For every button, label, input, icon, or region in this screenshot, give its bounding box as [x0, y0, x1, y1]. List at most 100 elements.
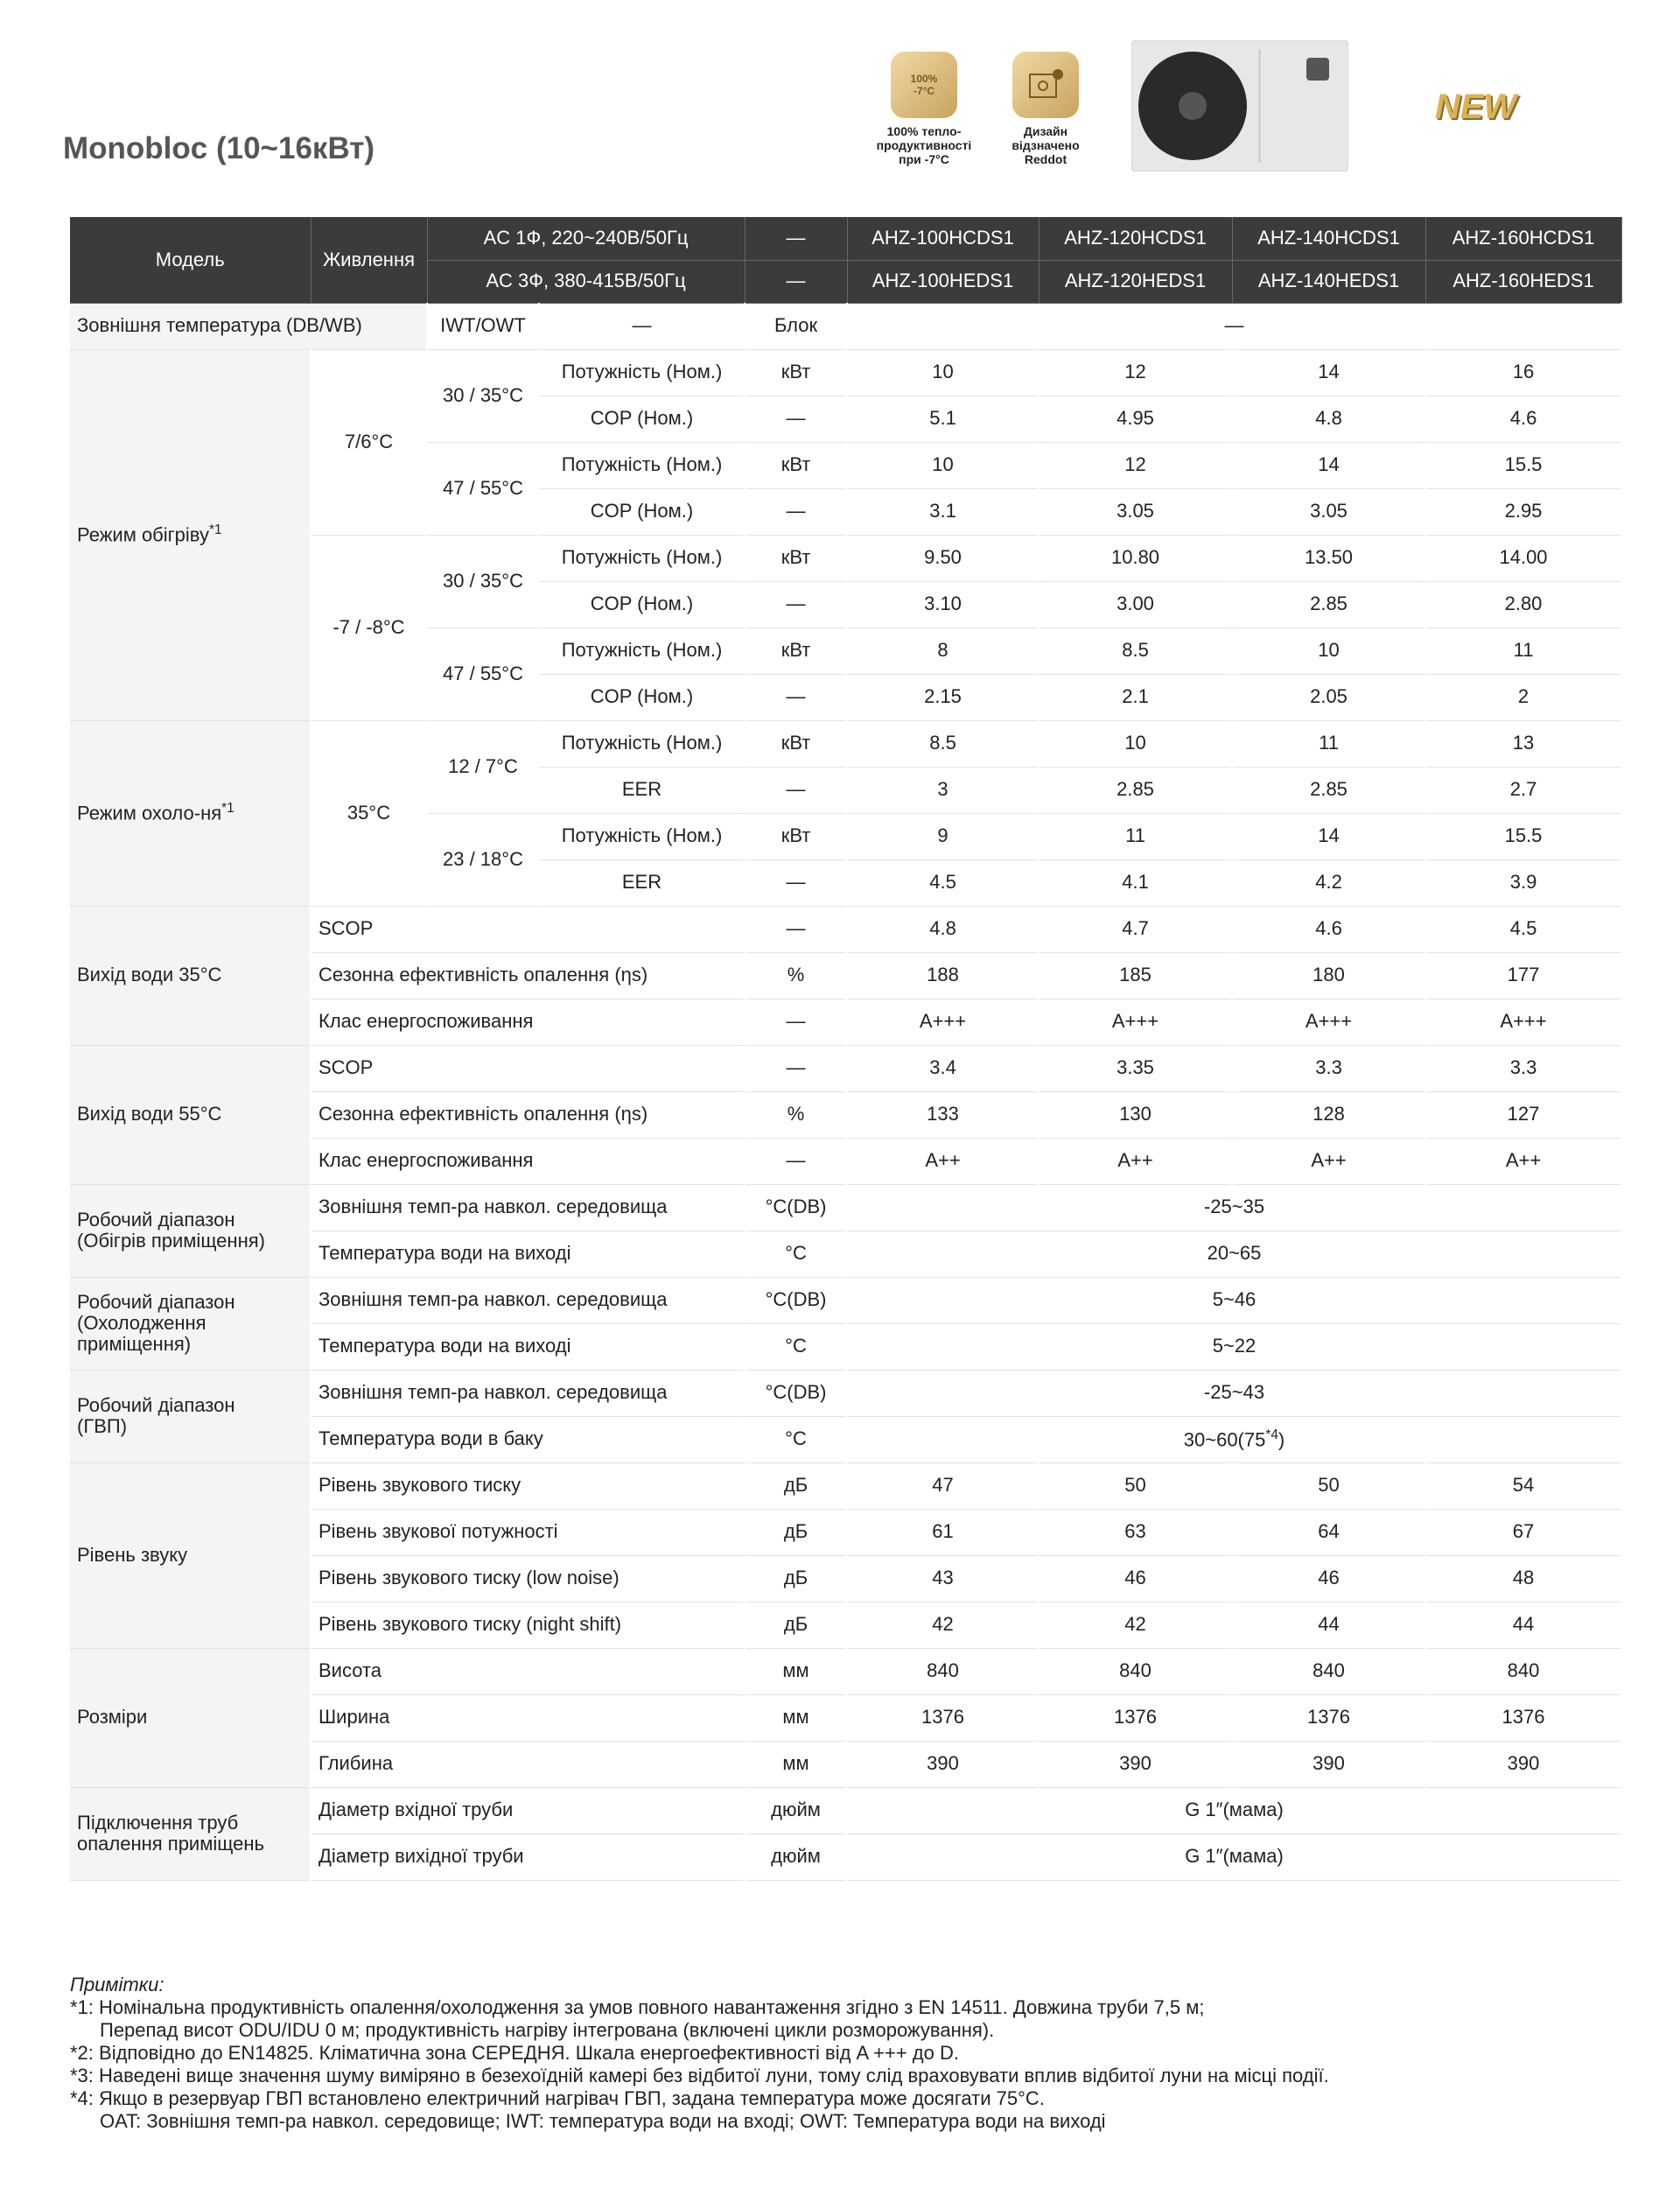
table-cell: %	[745, 952, 849, 999]
footnote-ref: *1	[209, 522, 222, 538]
note-line: OAT: Зовнішня темп-ра навкол. середовище…	[100, 2110, 1106, 2132]
notes: Примітки: *1: Номінальна продуктивність о…	[70, 1974, 1329, 2133]
table-cell: G 1″(мама)	[847, 1834, 1623, 1881]
table-cell: 3.00	[1039, 581, 1234, 628]
table-cell: 30~60(75*4)	[847, 1416, 1623, 1463]
table-cell: COP (Ном.)	[539, 396, 746, 443]
table-cell: °C(DB)	[745, 1370, 849, 1417]
cell-text: Режим обігріву	[77, 523, 210, 546]
table-cell: 13.50	[1232, 535, 1427, 582]
table-row: COP (Ном.) —3.1 3.05 3.05 2.95	[70, 488, 1623, 536]
table-cell: Розміри	[70, 1648, 312, 1788]
table-row: COP (Ном.) —2.15 2.1 2.05 2	[70, 674, 1623, 721]
table-cell: 390	[1039, 1741, 1234, 1788]
table-cell: —	[745, 217, 848, 261]
table-row: 47 / 55°C Потужність (Ном.) кВт 8 8.5 10 11	[70, 628, 1623, 721]
table-row: Рівень звуку Рівень звукового тиску дБ 47 50…	[70, 1462, 1623, 1649]
table-cell: A+++	[1039, 999, 1234, 1046]
table-cell: 50	[1232, 1462, 1427, 1510]
table-cell: 11	[1039, 813, 1234, 860]
table-cell: 3.05	[1039, 488, 1234, 536]
table-cell: кВт	[745, 349, 849, 396]
note-line: *1: Номінальна продуктивність опалення/о…	[70, 1996, 1205, 2018]
table-cell: SCOP	[311, 906, 746, 953]
table-cell: 46	[1232, 1555, 1427, 1602]
table-cell: 4.8	[847, 906, 1040, 953]
table-cell: A++	[1232, 1138, 1427, 1185]
table-cell: 63	[1039, 1509, 1234, 1556]
table-cell: 840	[1425, 1648, 1623, 1695]
table-cell: Зовнішня темп-ра навкол. середовища	[311, 1277, 746, 1324]
table-row: Робочий діапазон (Охолодження приміщення…	[70, 1277, 1623, 1371]
table-cell: -25~35	[847, 1184, 1623, 1231]
table-cell: 44	[1232, 1602, 1427, 1649]
table-cell: 8	[847, 628, 1040, 675]
table-cell: Модель	[70, 217, 312, 304]
table-cell: 1376	[1039, 1694, 1234, 1742]
table-cell: 42	[847, 1602, 1040, 1649]
table-row: Підключення труб опалення приміщень Діаме…	[70, 1787, 1623, 1881]
table-cell: Температура води на виході	[311, 1231, 746, 1278]
table-cell: 3.10	[847, 581, 1040, 628]
table-cell: кВт	[745, 720, 849, 768]
table-cell: 390	[1232, 1741, 1427, 1788]
table-cell: AHZ-160HCDS1	[1425, 217, 1622, 261]
table-row: AC 3Ф, 380-415В/50Гц — AHZ-100HEDS1 AHZ-120…	[70, 260, 1622, 304]
table-cell: AHZ-160HEDS1	[1425, 260, 1622, 304]
product-image	[1131, 40, 1348, 172]
table-cell: Зовнішня температура (DB/WB)	[70, 303, 428, 350]
table-cell: —	[745, 999, 849, 1046]
table-cell: EER	[539, 767, 746, 814]
table-cell: —	[745, 396, 849, 443]
table-cell: —	[745, 674, 849, 721]
table-cell: 44	[1425, 1602, 1623, 1649]
table-row: Розміри Висота мм 840 840 840 840	[70, 1648, 1623, 1788]
table-cell: Діаметр вихідної труби	[311, 1834, 746, 1881]
table-cell: Рівень звукового тиску (low noise)	[311, 1555, 746, 1602]
table-cell: AHZ-140HEDS1	[1232, 260, 1426, 304]
table-cell: 15.5	[1425, 442, 1623, 489]
table-cell: 4.6	[1232, 906, 1427, 953]
table-cell: °C(DB)	[745, 1277, 849, 1324]
table-cell: дБ	[745, 1602, 849, 1649]
table-row: Температура води на виході °C 20~65	[70, 1231, 1623, 1278]
table-cell: Підключення труб опалення приміщень	[70, 1787, 312, 1881]
table-cell: °C	[745, 1323, 849, 1371]
table-cell: °C(DB)	[745, 1184, 849, 1231]
table-cell: Робочий діапазон (ГВП)	[70, 1370, 312, 1463]
table-cell: мм	[745, 1694, 849, 1742]
table-cell: 30 / 35°C	[427, 535, 540, 628]
table-cell: 15.5	[1425, 813, 1623, 860]
table-cell: 185	[1039, 952, 1234, 999]
table-cell: 180	[1232, 952, 1427, 999]
table-row: Рівень звукового тиску (low noise) дБ 43 46…	[70, 1555, 1623, 1602]
table-cell: AHZ-100HCDS1	[847, 217, 1040, 261]
table-cell: 3.35	[1039, 1045, 1234, 1092]
table-cell: 1376	[847, 1694, 1040, 1742]
table-cell: Сезонна ефективність опалення (ηs)	[311, 1091, 746, 1139]
table-cell: 10	[847, 442, 1040, 489]
table-cell: 4.5	[1425, 906, 1623, 953]
table-cell: A++	[847, 1138, 1040, 1185]
table-cell: 128	[1232, 1091, 1427, 1139]
table-cell: Вихід води 55°C	[70, 1045, 312, 1185]
table-row: Сезонна ефективність опалення (ηs)% 188 18…	[70, 952, 1623, 999]
table-cell: Клас енергоспоживання	[311, 1138, 746, 1185]
table-cell: —	[745, 1138, 849, 1185]
table-cell: 2	[1425, 674, 1623, 721]
table-cell: 7/6°C	[311, 349, 428, 536]
table-cell: 12 / 7°C	[427, 720, 540, 814]
table-cell: 5~46	[847, 1277, 1623, 1324]
table-row: Температура води на виході °C 5~22	[70, 1323, 1623, 1371]
table-cell: Сезонна ефективність опалення (ηs)	[311, 952, 746, 999]
table-cell: 61	[847, 1509, 1040, 1556]
table-row: Ширина мм 1376 1376 1376 1376	[70, 1694, 1623, 1742]
table-row: Зовнішня температура (DB/WB) IWT/OWT — Блок…	[70, 303, 1623, 350]
table-row: Рівень звукового тиску (night shift) дБ 42…	[70, 1602, 1623, 1649]
table-cell: A++	[1039, 1138, 1234, 1185]
table-cell: Висота	[311, 1648, 746, 1695]
table-cell: 4.5	[847, 859, 1040, 907]
table-cell: Клас енергоспоживання	[311, 999, 746, 1046]
table-cell: Режим обігріву*1	[70, 349, 312, 721]
table-cell: °C	[745, 1231, 849, 1278]
